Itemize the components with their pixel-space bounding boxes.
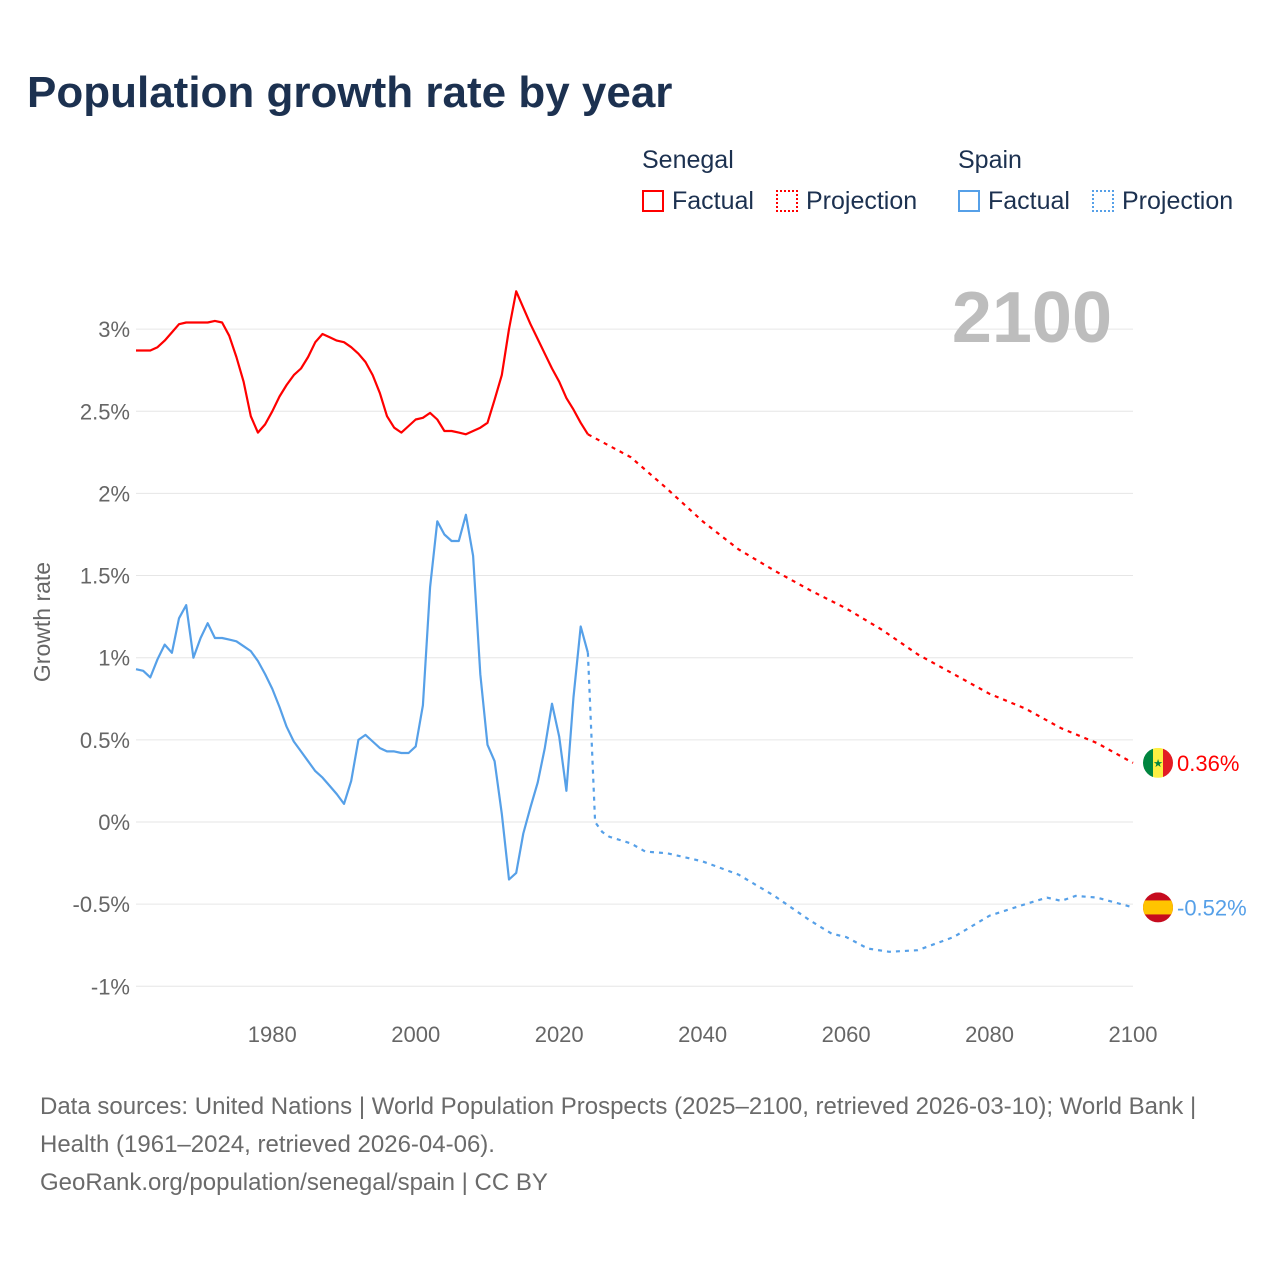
flag-body: ★ bbox=[1143, 747, 1173, 778]
senegal-flag-icon: ★ bbox=[1143, 747, 1173, 778]
legend-senegal-projection[interactable]: Projection bbox=[776, 187, 917, 216]
year-watermark: 2100 bbox=[952, 278, 1112, 358]
legend-swatch-solid bbox=[642, 190, 664, 212]
flag-stripe bbox=[1163, 747, 1173, 778]
x-tick-label: 2100 bbox=[1109, 1022, 1158, 1047]
senegal-end-label: 0.36% bbox=[1177, 751, 1239, 776]
flag-stripe bbox=[1143, 900, 1173, 915]
flag-stripe bbox=[1153, 747, 1163, 778]
chart-title: Population growth rate by year bbox=[27, 68, 673, 117]
spain-flag-icon bbox=[1143, 892, 1173, 923]
senegal-factual-line bbox=[136, 290, 589, 436]
legend-label: Projection bbox=[806, 187, 918, 215]
y-tick-label: 3% bbox=[98, 317, 130, 342]
spain-projection-line bbox=[586, 652, 1134, 953]
y-tick-label: 1% bbox=[98, 646, 130, 671]
legend-swatch-dotted bbox=[776, 190, 798, 212]
plot-area: 3% 2.5% 2% 1.5% 1% 0.5% 0% -0.5% -1% 1980 2000 2020… bbox=[29, 278, 1247, 1047]
source-link[interactable]: GeoRank.org/population/senegal/spain | C… bbox=[40, 1169, 548, 1196]
x-tick-label: 2080 bbox=[965, 1022, 1014, 1047]
legend-spain-projection[interactable]: Projection bbox=[1092, 187, 1233, 216]
legend-group-spain-title: Spain bbox=[958, 146, 1022, 174]
legend-label: Factual bbox=[988, 187, 1070, 215]
y-tick-label: -0.5% bbox=[73, 892, 130, 917]
flag-star: ★ bbox=[1153, 758, 1163, 770]
legend-label: Factual bbox=[672, 187, 754, 215]
source-note: Data sources: United Nations | World Pop… bbox=[40, 1088, 1240, 1202]
y-tick-label: 2% bbox=[98, 481, 130, 506]
legend-label: Projection bbox=[1122, 187, 1234, 215]
spain-factual-line bbox=[135, 513, 589, 881]
flag-stripe bbox=[1143, 747, 1153, 778]
y-tick-label: -1% bbox=[91, 974, 130, 999]
legend-spain-factual[interactable]: Factual bbox=[958, 187, 1070, 216]
legend-swatch-solid bbox=[958, 190, 980, 212]
spain-end-label: -0.52% bbox=[1177, 895, 1247, 920]
flag-body bbox=[1143, 892, 1173, 923]
y-tick-label: 0.5% bbox=[80, 728, 130, 753]
legend-senegal-factual[interactable]: Factual bbox=[642, 187, 754, 216]
y-tick-label: 2.5% bbox=[80, 399, 130, 424]
x-tick-label: 2020 bbox=[535, 1022, 584, 1047]
x-tick-label: 2060 bbox=[822, 1022, 871, 1047]
x-tick-label: 2000 bbox=[391, 1022, 440, 1047]
legend-swatch-dotted bbox=[1092, 190, 1114, 212]
y-axis-label: Growth rate bbox=[29, 562, 55, 682]
x-tick-label: 1980 bbox=[248, 1022, 297, 1047]
y-tick-label: 1.5% bbox=[80, 564, 130, 589]
x-tick-label: 2040 bbox=[678, 1022, 727, 1047]
source-line: Data sources: United Nations | World Pop… bbox=[40, 1093, 1197, 1158]
legend-group-senegal-title: Senegal bbox=[642, 146, 734, 174]
y-tick-label: 0% bbox=[98, 810, 130, 835]
senegal-projection-line bbox=[587, 433, 1134, 764]
